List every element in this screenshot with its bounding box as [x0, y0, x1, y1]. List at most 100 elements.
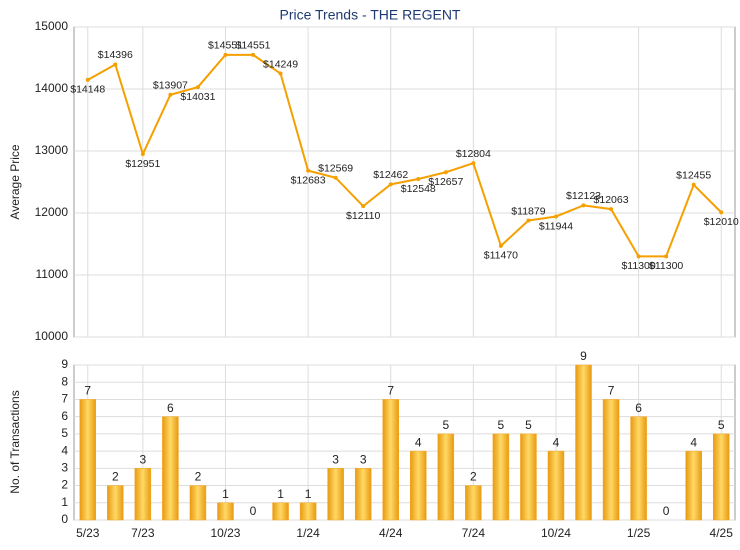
- y-tick-label: 7: [61, 392, 68, 406]
- data-label: $11944: [539, 220, 573, 232]
- bar: [712, 433, 730, 521]
- bar: [272, 502, 289, 521]
- bar: [189, 485, 207, 521]
- point: [388, 182, 393, 187]
- data-label: 7: [608, 384, 615, 398]
- data-label: $12569: [318, 163, 353, 175]
- x-tick-label: 4/25: [710, 526, 734, 540]
- point: [195, 85, 200, 90]
- data-label: $14148: [70, 84, 105, 96]
- point: [581, 203, 586, 208]
- point: [443, 170, 448, 175]
- data-label: 1: [277, 487, 284, 501]
- data-label: 7: [387, 384, 394, 398]
- data-label: 4: [553, 435, 560, 449]
- y-tick-label: 12000: [35, 205, 69, 219]
- data-label: $11300: [621, 260, 655, 272]
- y-axis-label: Average Price: [8, 144, 22, 219]
- data-label: $14249: [263, 58, 298, 70]
- point: [609, 207, 614, 212]
- data-label: $12462: [373, 169, 408, 181]
- point: [416, 177, 421, 182]
- x-tick-label: 5/23: [76, 526, 100, 540]
- point: [278, 71, 283, 76]
- data-label: $12010: [704, 216, 739, 228]
- x-tick-label: 7/23: [131, 526, 155, 540]
- data-label: 1: [305, 487, 312, 501]
- point: [223, 52, 228, 57]
- data-label: $14396: [98, 49, 133, 61]
- point: [719, 210, 724, 215]
- point: [471, 161, 476, 166]
- data-label: $12804: [456, 148, 491, 160]
- bar: [630, 416, 647, 521]
- data-label: 9: [580, 349, 587, 363]
- point: [333, 175, 338, 180]
- data-label: $12123: [566, 190, 601, 202]
- point: [664, 254, 669, 259]
- y-tick-label: 9: [61, 357, 68, 371]
- y-tick-label: 1: [61, 495, 68, 509]
- data-label: 3: [332, 453, 339, 467]
- bar: [107, 485, 124, 521]
- data-label: $13907: [153, 80, 188, 92]
- bar: [547, 450, 565, 521]
- point: [691, 182, 696, 187]
- data-label: $12683: [291, 174, 326, 186]
- data-label: $12110: [346, 210, 380, 222]
- chart-title: Price Trends - THE REGENT: [279, 7, 460, 23]
- data-label: 5: [498, 418, 505, 432]
- point: [140, 152, 145, 157]
- data-label: $11879: [511, 205, 545, 217]
- bar: [162, 416, 179, 521]
- y-tick-label: 8: [61, 374, 68, 388]
- data-label: $12548: [401, 183, 436, 195]
- y-tick-label: 2: [61, 478, 68, 492]
- point: [553, 214, 558, 219]
- x-tick-label: 7/24: [462, 526, 486, 540]
- bar: [354, 468, 372, 521]
- data-label: 6: [635, 401, 642, 415]
- point: [361, 204, 366, 209]
- data-label: 4: [690, 435, 697, 449]
- point: [306, 168, 311, 173]
- plot-area: [73, 364, 736, 521]
- bar: [217, 502, 234, 521]
- x-tick-label: 1/24: [296, 526, 320, 540]
- y-tick-label: 10000: [35, 329, 69, 343]
- data-label: 2: [195, 470, 202, 484]
- point: [85, 77, 90, 82]
- data-label: $11300: [649, 260, 683, 272]
- data-label: 5: [718, 418, 725, 432]
- y-tick-label: 5: [61, 426, 68, 440]
- point: [251, 52, 256, 57]
- data-label: $12455: [676, 170, 711, 182]
- data-label: 2: [112, 470, 119, 484]
- y-axis-label: No. of Transactions: [8, 390, 22, 493]
- bar: [575, 364, 592, 521]
- data-label: $12657: [428, 176, 463, 188]
- y-tick-label: 13000: [35, 143, 69, 157]
- x-tick-label: 10/23: [210, 526, 240, 540]
- x-tick-label: 1/25: [627, 526, 651, 540]
- y-tick-label: 14000: [35, 81, 69, 95]
- x-tick-label: 10/24: [541, 526, 571, 540]
- bar: [520, 433, 537, 521]
- data-label: 5: [442, 418, 449, 432]
- y-tick-label: 15000: [35, 19, 69, 33]
- bar: [79, 399, 97, 521]
- y-tick-label: 11000: [36, 267, 69, 281]
- data-label: 0: [663, 504, 670, 518]
- data-label: 0: [250, 504, 257, 518]
- data-label: 7: [84, 384, 91, 398]
- y-tick-label: 3: [61, 461, 68, 475]
- bar: [437, 433, 455, 521]
- line: [87, 53, 722, 258]
- bar: [465, 485, 482, 521]
- data-label: 3: [360, 453, 367, 467]
- data-label: 1: [222, 487, 229, 501]
- data-label: $14551: [235, 40, 270, 52]
- y-tick-label: 4: [61, 443, 68, 457]
- point: [113, 62, 118, 67]
- y-tick-label: 0: [61, 512, 68, 526]
